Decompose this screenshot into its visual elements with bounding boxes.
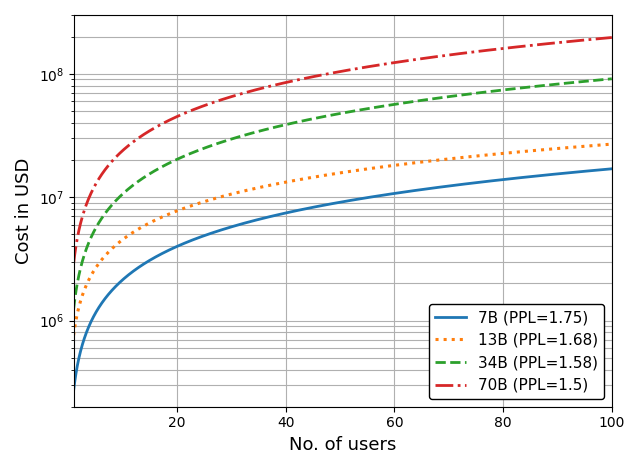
13B (PPL=1.68) <box>317 173 325 179</box>
Line: 7B (PPL=1.75): 7B (PPL=1.75) <box>74 169 612 391</box>
7B (PPL=1.75) <box>593 167 600 173</box>
34B (PPL=1.58) <box>608 76 616 82</box>
13B (PPL=1.68) <box>332 171 339 176</box>
70B (PPL=1.5) <box>608 35 616 40</box>
Line: 34B (PPL=1.58): 34B (PPL=1.58) <box>74 79 612 310</box>
34B (PPL=1.58) <box>332 112 339 117</box>
7B (PPL=1.75) <box>332 200 339 206</box>
34B (PPL=1.58) <box>97 217 105 222</box>
Y-axis label: Cost in USD: Cost in USD <box>15 158 33 264</box>
13B (PPL=1.68) <box>70 333 77 338</box>
7B (PPL=1.75) <box>493 177 501 183</box>
70B (PPL=1.5) <box>493 46 501 52</box>
7B (PPL=1.75) <box>317 203 325 209</box>
70B (PPL=1.5) <box>592 36 600 42</box>
7B (PPL=1.75) <box>608 166 616 172</box>
7B (PPL=1.75) <box>70 388 77 394</box>
34B (PPL=1.58) <box>593 77 600 83</box>
70B (PPL=1.5) <box>70 261 77 267</box>
Line: 13B (PPL=1.68): 13B (PPL=1.68) <box>74 144 612 335</box>
70B (PPL=1.5) <box>593 36 600 42</box>
X-axis label: No. of users: No. of users <box>289 436 396 454</box>
70B (PPL=1.5) <box>317 72 325 78</box>
13B (PPL=1.68) <box>593 143 600 148</box>
7B (PPL=1.75) <box>97 302 105 307</box>
70B (PPL=1.5) <box>97 173 105 178</box>
34B (PPL=1.58) <box>493 88 501 93</box>
34B (PPL=1.58) <box>592 77 600 83</box>
13B (PPL=1.68) <box>608 141 616 147</box>
13B (PPL=1.68) <box>493 151 501 157</box>
Legend: 7B (PPL=1.75), 13B (PPL=1.68), 34B (PPL=1.58), 70B (PPL=1.5): 7B (PPL=1.75), 13B (PPL=1.68), 34B (PPL=… <box>429 304 604 399</box>
13B (PPL=1.68) <box>592 143 600 148</box>
7B (PPL=1.75) <box>592 167 600 173</box>
34B (PPL=1.58) <box>70 307 77 312</box>
70B (PPL=1.5) <box>332 69 339 75</box>
Line: 70B (PPL=1.5): 70B (PPL=1.5) <box>74 38 612 264</box>
13B (PPL=1.68) <box>97 258 105 264</box>
34B (PPL=1.58) <box>317 114 325 120</box>
